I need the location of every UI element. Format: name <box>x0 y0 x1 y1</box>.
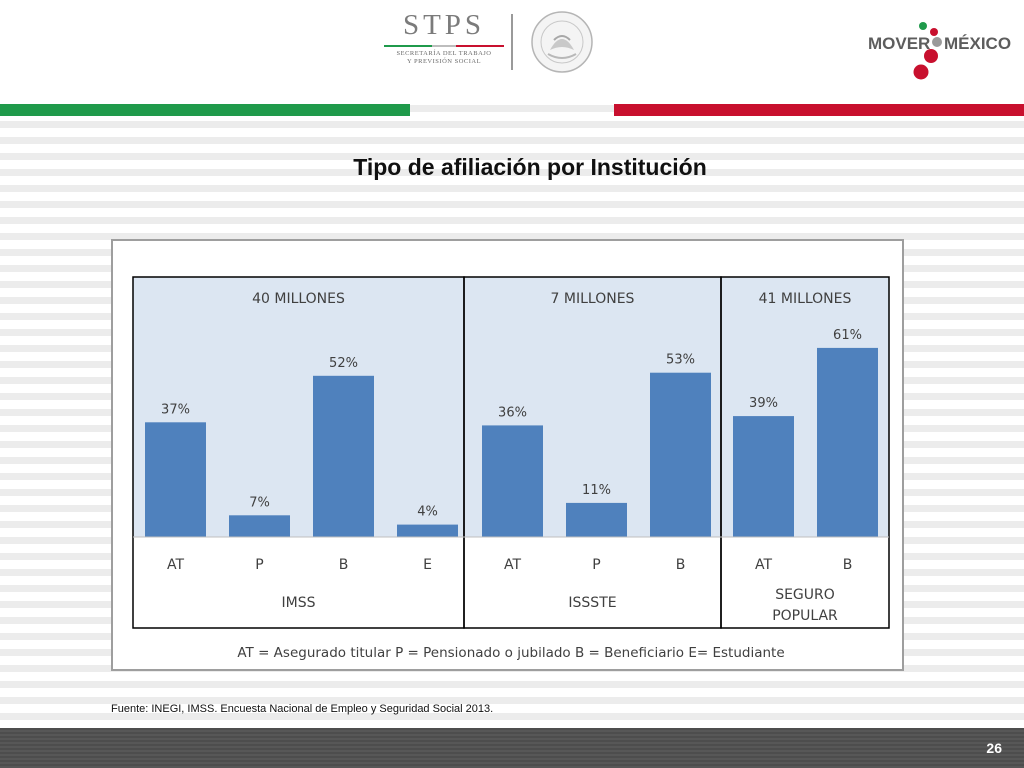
chart: 40 MILLONES 37% AT 7% P 52% B 4% E IMSS 7 MILLONES… <box>132 276 890 661</box>
bar-value-label: 4% <box>417 505 438 520</box>
bar <box>733 416 794 537</box>
stps-logo-block: STPS SECRETARÍA DEL TRABAJO Y PREVISIÓN … <box>380 10 610 74</box>
bar-value-label: 37% <box>161 402 190 417</box>
bar <box>566 502 627 537</box>
category-label: AT <box>755 557 772 573</box>
mexico-text: MÉXICO <box>944 34 1012 53</box>
logo-divider <box>511 14 513 70</box>
category-label: P <box>255 557 263 573</box>
stps-logo-subtitle-2: Y PREVISIÓN SOCIAL <box>406 58 482 65</box>
stps-logo-rule <box>384 45 504 47</box>
bar <box>145 422 206 537</box>
source-footnote: Fuente: INEGI, IMSS. Encuesta Nacional d… <box>111 703 494 715</box>
bar <box>313 375 374 537</box>
header-stripe-green <box>0 104 410 116</box>
category-label: AT <box>504 557 521 573</box>
panel-border <box>720 276 890 629</box>
group-name-label: SEGURO <box>775 587 835 603</box>
group-total-label: 40 MILLONES <box>252 291 345 307</box>
group-name-label: IMSS <box>282 595 316 611</box>
bar-value-label: 53% <box>666 353 695 368</box>
chart-frame: 40 MILLONES 37% AT 7% P 52% B 4% E IMSS 7 MILLONES… <box>111 239 904 671</box>
legend-text: AT = Asegurado titular P = Pensionado o … <box>237 645 784 661</box>
group-total-label: 41 MILLONES <box>759 291 852 307</box>
bar-value-label: 61% <box>833 328 862 343</box>
bar-value-label: 39% <box>749 396 778 411</box>
header-stripe-red <box>614 104 1024 116</box>
bar-value-label: 36% <box>498 405 527 420</box>
slide-title: Tipo de afiliación por Institución <box>353 154 707 180</box>
bar-value-label: 7% <box>249 495 270 510</box>
bar <box>397 524 458 537</box>
bar-value-label: 11% <box>582 483 611 498</box>
mover-text: MOVER <box>868 34 931 53</box>
category-label: B <box>339 557 349 573</box>
category-label: B <box>843 557 853 573</box>
group-name-label: POPULAR <box>772 608 838 624</box>
mover-mexico-dots-icon <box>913 22 942 80</box>
stps-logo: STPS SECRETARÍA DEL TRABAJO Y PREVISIÓN … <box>380 10 508 66</box>
footer-bar: 26 <box>0 728 1024 768</box>
stps-logo-subtitle-1: SECRETARÍA DEL TRABAJO <box>396 50 492 57</box>
category-label: B <box>676 557 686 573</box>
bar <box>650 372 711 537</box>
national-seal-icon <box>531 11 593 73</box>
bar <box>229 515 290 537</box>
bar <box>482 425 543 537</box>
page-number: 26 <box>986 740 1002 756</box>
bar-value-label: 52% <box>329 356 358 371</box>
group-name-label: ISSSTE <box>568 595 616 611</box>
category-label: AT <box>167 557 184 573</box>
group-total-label: 7 MILLONES <box>551 291 635 307</box>
bar <box>817 347 878 537</box>
category-label: P <box>592 557 600 573</box>
mover-mexico-logo: MOVER MÉXICO <box>864 22 1019 86</box>
category-label: E <box>423 557 432 573</box>
stps-logo-word: STPS <box>402 9 486 41</box>
